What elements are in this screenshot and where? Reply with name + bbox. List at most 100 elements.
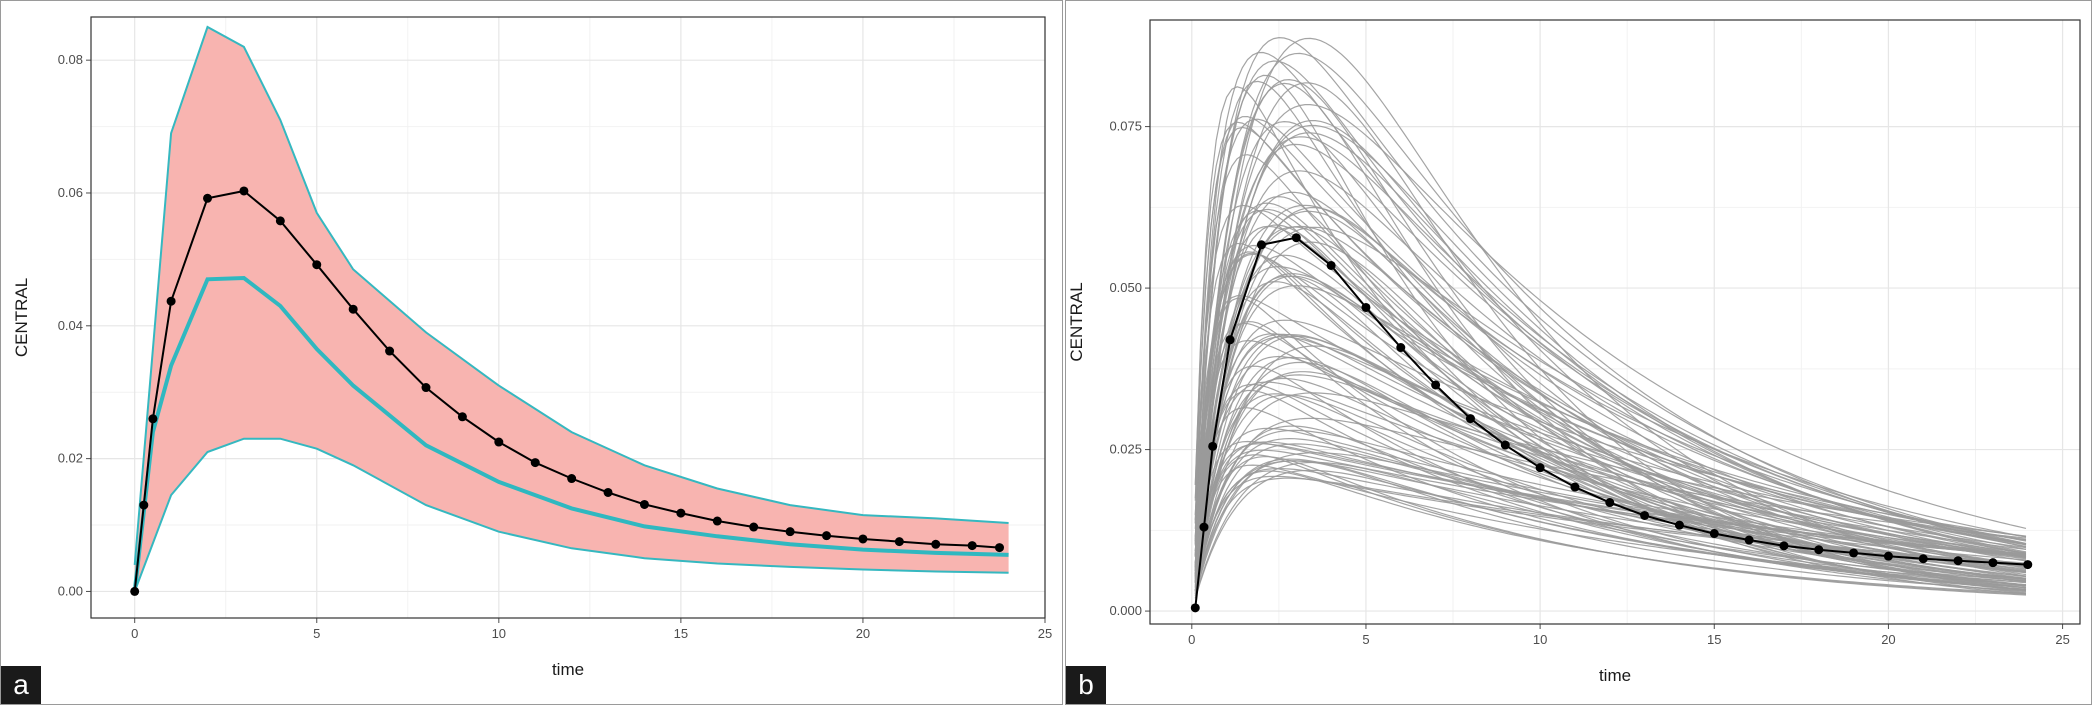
observed-point: [1779, 541, 1789, 551]
individual-curve: [1194, 103, 2027, 565]
individual-curve: [1194, 333, 2027, 572]
observed-point: [385, 346, 395, 356]
x-tick-label: 25: [1038, 626, 1052, 641]
observed-point: [1674, 520, 1684, 530]
observed-point: [139, 500, 149, 510]
observed-point: [1199, 522, 1209, 532]
observed-point: [494, 437, 504, 447]
individual-curve: [1194, 204, 2027, 574]
grid: [1150, 20, 2080, 624]
observed-point: [1918, 554, 1928, 564]
x-axis-title: time: [1599, 666, 1631, 685]
observed-point: [1361, 302, 1371, 312]
y-tick-label: 0.050: [1109, 280, 1142, 295]
observed-point: [1326, 260, 1336, 270]
y-tick-label: 0.08: [58, 52, 83, 67]
x-tick-label: 25: [2055, 632, 2069, 647]
chart-b-svg: 0 5 10 15 20 25 0.000 0.025 0.050 0.075 time CENTRA…: [1067, 19, 2081, 685]
plot-border: [90, 16, 1046, 619]
individual-curve: [1194, 244, 2027, 545]
observed-point: [1849, 548, 1859, 558]
observed-point: [1814, 545, 1824, 555]
individual-curve: [1194, 242, 2027, 578]
x-tick-label: 20: [1881, 632, 1895, 647]
observed-point: [1291, 233, 1301, 243]
panel-label-b: b: [1066, 666, 1106, 704]
y-axis-title: CENTRAL: [1067, 282, 1086, 361]
observed-point: [1500, 440, 1510, 450]
individual-curve: [1194, 202, 2027, 569]
observed-point: [1535, 463, 1545, 473]
observed-line: [1194, 236, 2028, 609]
individual-curve: [1194, 132, 2027, 570]
observed-point: [530, 458, 540, 468]
individual-curve: [1194, 191, 2027, 568]
y-tick-label: 0.000: [1109, 603, 1142, 618]
chart-panel-a: 0 5 10 15 20 25 0.00 0.02 0.04 0.06 0.08 time CENTRA…: [0, 0, 1063, 705]
observed-point: [2023, 560, 2033, 570]
observed-point: [822, 531, 832, 541]
plot-border: [1149, 19, 2081, 625]
x-tick-label: 15: [1707, 632, 1721, 647]
x-tick-label: 5: [1362, 632, 1369, 647]
observed-point: [1208, 441, 1218, 451]
observed-point: [712, 516, 722, 526]
individual-curve: [1194, 333, 2027, 577]
observed-point: [1570, 482, 1580, 492]
observed-point: [639, 499, 649, 509]
observed-point: [567, 474, 577, 484]
y-tick-label: 0.06: [58, 185, 83, 200]
panel-label-a: a: [1, 666, 41, 704]
observed-point: [1883, 551, 1893, 561]
observed-point: [1709, 529, 1719, 539]
x-tick-label: 0: [1188, 632, 1195, 647]
observed-point: [1396, 343, 1406, 353]
observed-point: [1744, 535, 1754, 545]
observed-point: [603, 487, 613, 497]
individual-curve: [1194, 345, 2027, 590]
observed-point: [749, 522, 759, 532]
prediction-interval-ribbon: [134, 27, 1009, 592]
observed-point: [1988, 558, 1998, 568]
observed-point: [676, 508, 686, 518]
ribbon-upper-line: [133, 25, 1009, 565]
observed-point: [894, 537, 904, 547]
individual-curve: [1194, 339, 2027, 554]
x-tick-label: 20: [856, 626, 870, 641]
observed-point: [931, 539, 941, 549]
observed-point: [1465, 414, 1475, 424]
individual-curve: [1194, 51, 2027, 546]
observed-point: [785, 527, 795, 537]
observed-point: [130, 586, 140, 596]
observed-point: [1256, 240, 1266, 250]
individual-curve: [1194, 36, 2027, 544]
observed-point: [1431, 380, 1441, 390]
y-axis-title: CENTRAL: [12, 278, 31, 357]
individual-curve: [1194, 226, 2027, 578]
y-tick-label: 0.02: [58, 451, 83, 466]
observed-point: [239, 186, 249, 196]
y-tick-label: 0.025: [1109, 442, 1142, 457]
observed-point: [457, 412, 467, 422]
observed-point: [275, 216, 285, 226]
individual-curve: [1194, 383, 2027, 584]
individual-curve: [1194, 285, 2027, 577]
x-tick-label: 10: [1533, 632, 1547, 647]
observed-point: [1640, 510, 1650, 520]
x-axis-title: time: [552, 660, 584, 679]
individual-curve: [1194, 374, 2027, 586]
x-tick-label: 10: [492, 626, 506, 641]
individual-curve: [1194, 136, 2027, 566]
observed-point: [1190, 603, 1200, 613]
observed-point: [348, 304, 358, 314]
x-tick-label: 15: [674, 626, 688, 641]
ribbon-lower-line: [133, 437, 1009, 592]
median-line: [132, 275, 1009, 592]
individual-curve: [1194, 460, 2027, 596]
y-tick-label: 0.075: [1109, 119, 1142, 134]
y-tick-label: 0.04: [58, 318, 83, 333]
individual-curve: [1194, 470, 2027, 594]
chart-panel-b: 0 5 10 15 20 25 0.000 0.025 0.050 0.075 time CENTRA…: [1065, 0, 2092, 705]
individual-curves: [1194, 36, 2027, 599]
chart-a-svg: 0 5 10 15 20 25 0.00 0.02 0.04 0.06 0.08 time CENTRA…: [12, 16, 1052, 679]
